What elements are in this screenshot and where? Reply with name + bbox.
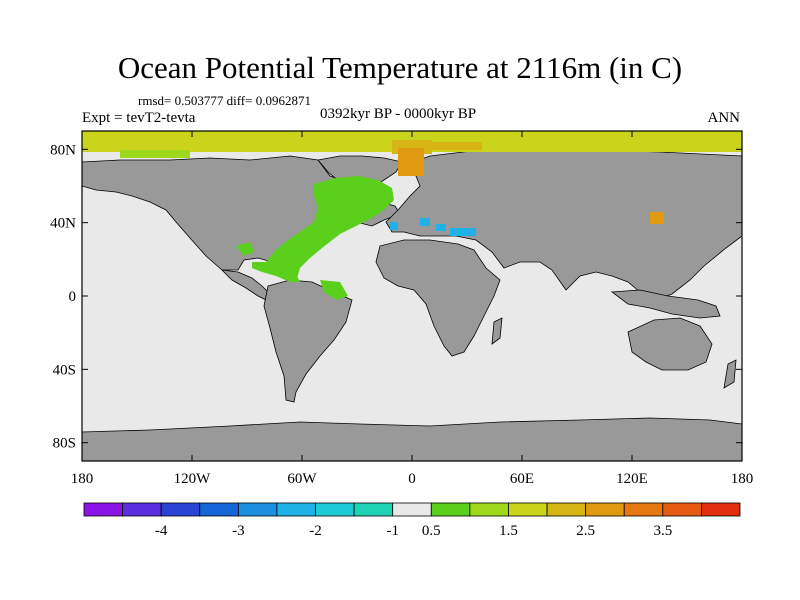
africa-land <box>375 239 501 357</box>
colorbar-box <box>315 502 355 517</box>
colorbar-box <box>623 502 664 517</box>
x-tick-label: 60E <box>510 471 534 487</box>
caribbean-anomaly <box>252 262 300 282</box>
colorbar-box <box>508 502 548 517</box>
axes-layer: 180 120W 60W 0 60E 120E 180 80N 40N 0 40S 80S <box>50 131 753 487</box>
north-atlantic-anomaly <box>266 176 394 282</box>
colorbar-box <box>276 502 316 517</box>
colorbar-box <box>83 502 123 517</box>
colorbar-box <box>199 502 239 517</box>
mediterranean-anomaly <box>390 218 476 236</box>
period-label: 0392kyr BP - 0000kyr BP <box>320 106 477 122</box>
colorbar-label: 2.5 <box>576 523 595 539</box>
x-tick-label: 180 <box>71 471 94 487</box>
stats-label: rmsd= 0.503777 diff= 0.0962871 <box>138 93 311 108</box>
colorbar-box <box>353 502 394 517</box>
colorbar-box <box>546 502 587 517</box>
colorbar-label: 3.5 <box>653 523 672 539</box>
colorbar-label: 1.5 <box>499 523 518 539</box>
colorbar: -4 -3 -2 -1 0.5 1.5 2.5 3.5 <box>83 502 741 539</box>
y-tick-label: 40N <box>50 216 76 232</box>
x-tick-label: 180 <box>731 471 754 487</box>
med-cell-2 <box>436 224 446 231</box>
new-zealand-land <box>723 359 737 389</box>
colorbar-box <box>662 502 702 517</box>
australia-land <box>627 317 713 371</box>
colorbar-box <box>237 502 278 517</box>
barents-orange-patch <box>398 148 424 176</box>
colorbar-box <box>469 502 509 517</box>
colorbar-box <box>122 502 162 517</box>
japan-sea-anomaly <box>650 212 664 224</box>
med-cell-4 <box>390 222 398 230</box>
x-tick-label: 0 <box>408 471 416 487</box>
colorbar-box <box>430 502 471 517</box>
colorbar-label: -2 <box>309 523 322 539</box>
y-tick-label: 0 <box>69 289 77 305</box>
map-panel <box>82 131 742 461</box>
med-cell-1 <box>420 218 430 226</box>
experiment-label: Expt = tevT2-tevta <box>82 110 196 126</box>
gulf-anomaly <box>236 242 254 256</box>
antarctica-land <box>82 417 742 461</box>
colorbar-label: -1 <box>386 523 399 539</box>
x-tick-label: 120E <box>616 471 648 487</box>
colorbar-box <box>701 502 741 517</box>
chart-title: Ocean Potential Temperature at 2116m (in… <box>117 50 683 85</box>
med-cell-3 <box>450 228 476 236</box>
colorbar-label: 0.5 <box>422 523 441 539</box>
y-tick-label: 80N <box>50 142 76 158</box>
colorbar-box <box>585 502 625 517</box>
y-tick-label: 40S <box>53 362 76 378</box>
madagascar-land <box>491 317 503 345</box>
season-label: ANN <box>707 110 741 126</box>
colorbar-box <box>160 502 201 517</box>
maritime-asia-land <box>610 289 721 319</box>
colorbar-box <box>392 502 432 517</box>
x-tick-label: 120W <box>174 471 212 487</box>
arctic-green-strip <box>120 150 190 158</box>
y-tick-label: 80S <box>53 436 76 452</box>
x-tick-label: 60W <box>287 471 317 487</box>
south-atlantic-anomaly <box>320 280 348 300</box>
colorbar-label: -4 <box>155 523 168 539</box>
eurasia-land <box>385 147 742 301</box>
arctic-amber-strip <box>432 142 482 150</box>
colorbar-label: -3 <box>232 523 245 539</box>
arctic-anomaly <box>82 131 742 176</box>
